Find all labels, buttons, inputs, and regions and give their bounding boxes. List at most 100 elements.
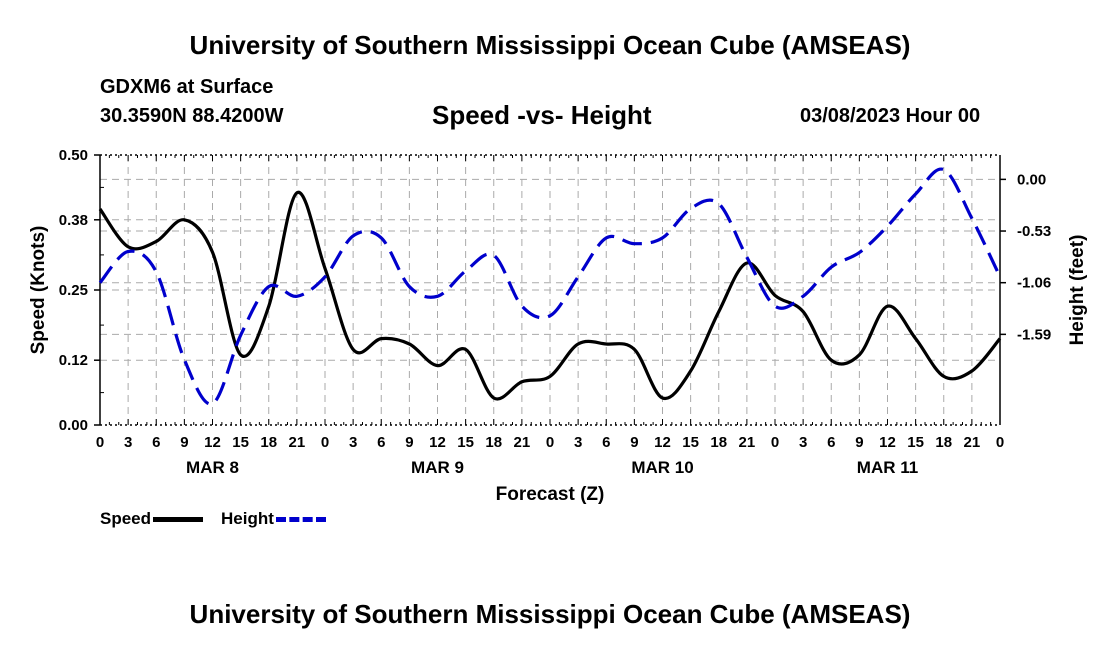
speed-data-point xyxy=(239,353,243,357)
speed-data-point xyxy=(492,396,496,400)
height-data-point xyxy=(914,192,918,196)
x-tick-label: 18 xyxy=(935,434,952,451)
x-tick-label: 0 xyxy=(546,434,554,451)
height-data-point xyxy=(295,294,299,298)
height-data-point xyxy=(323,275,327,279)
speed-data-point xyxy=(98,207,102,211)
speed-data-point xyxy=(829,358,833,362)
height-data-point xyxy=(970,216,974,220)
legend: Speed Height xyxy=(100,509,344,529)
x-tick-label: 18 xyxy=(260,434,277,451)
x-tick-label: 0 xyxy=(771,434,779,451)
y-tick-label-right: -1.59 xyxy=(1017,326,1051,343)
y-tick-label-left: 0.50 xyxy=(59,147,88,164)
x-tick-label: 12 xyxy=(429,434,446,451)
speed-data-point xyxy=(211,250,215,254)
height-data-point xyxy=(267,285,271,289)
x-tick-label: 12 xyxy=(654,434,671,451)
speed-data-point xyxy=(464,347,468,351)
forecast-datetime: 03/08/2023 Hour 00 xyxy=(800,105,981,127)
station-label: GDXM6 at Surface xyxy=(100,76,274,98)
x-tick-label: 12 xyxy=(879,434,896,451)
y-tick-label-right: -1.06 xyxy=(1017,275,1051,292)
y-tick-label-right: 0.00 xyxy=(1017,171,1046,188)
x-tick-label: 15 xyxy=(457,434,474,451)
speed-data-point xyxy=(379,337,383,341)
speed-data-point xyxy=(436,364,440,368)
y-tick-label-left: 0.00 xyxy=(59,417,88,434)
height-data-point xyxy=(464,269,468,273)
height-data-point xyxy=(239,333,243,337)
height-data-point xyxy=(604,236,608,240)
legend-height-label: Height xyxy=(221,509,274,528)
height-data-point xyxy=(548,314,552,318)
x-tick-label: 21 xyxy=(739,434,756,451)
height-data-point xyxy=(632,242,636,246)
x-tick-label: 0 xyxy=(996,434,1004,451)
height-data-point xyxy=(829,265,833,269)
x-day-label: MAR 9 xyxy=(411,458,464,477)
x-tick-label: 15 xyxy=(232,434,249,451)
legend-height-swatch xyxy=(275,516,326,522)
x-axis-title: Forecast (Z) xyxy=(496,484,605,505)
x-tick-label: 15 xyxy=(682,434,699,451)
height-data-point xyxy=(801,294,805,298)
x-tick-label: 3 xyxy=(799,434,807,451)
height-data-point xyxy=(857,251,861,255)
speed-data-point xyxy=(773,293,777,297)
x-day-label: MAR 8 xyxy=(186,458,239,477)
legend-speed-label: Speed xyxy=(100,509,152,528)
speed-data-point xyxy=(351,347,355,351)
x-tick-label: 18 xyxy=(710,434,727,451)
speed-data-point xyxy=(548,374,552,378)
footer-title: University of Southern Mississippi Ocean… xyxy=(189,599,911,629)
y-tick-label-left: 0.38 xyxy=(59,212,88,229)
speed-data-point xyxy=(857,353,861,357)
height-data-point xyxy=(492,253,496,257)
height-data-point xyxy=(182,358,186,362)
speed-data-point xyxy=(295,191,299,195)
height-data-point xyxy=(773,304,777,308)
y-tick-label-left: 0.25 xyxy=(59,282,88,299)
speed-data-point xyxy=(801,310,805,314)
x-tick-label: 3 xyxy=(349,434,357,451)
speed-series-line xyxy=(98,191,1002,401)
chart-subtitle: Speed -vs- Height xyxy=(432,100,652,130)
speed-data-point xyxy=(998,337,1002,341)
speed-data-point xyxy=(182,218,186,222)
height-data-point xyxy=(211,402,215,406)
legend-speed-swatch xyxy=(153,516,204,522)
speed-data-point xyxy=(970,369,974,373)
speed-data-point xyxy=(886,304,890,308)
speed-data-point xyxy=(914,337,918,341)
x-day-label: MAR 10 xyxy=(631,458,693,477)
speed-data-point xyxy=(576,342,580,346)
x-tick-label: 6 xyxy=(827,434,835,451)
height-data-point xyxy=(745,255,749,259)
speed-data-point xyxy=(126,245,130,249)
x-tick-label: 6 xyxy=(377,434,385,451)
x-tick-label: 3 xyxy=(574,434,582,451)
x-tick-label: 18 xyxy=(485,434,502,451)
chart-title: University of Southern Mississippi Ocean… xyxy=(189,30,911,60)
x-tick-label: 0 xyxy=(96,434,104,451)
y-axis-title-right: Height (feet) xyxy=(1067,235,1088,346)
speed-data-point xyxy=(632,347,636,351)
y-tick-label-right: -0.53 xyxy=(1017,223,1051,240)
x-tick-label: 21 xyxy=(289,434,306,451)
x-tick-label: 6 xyxy=(602,434,610,451)
y-tick-label-left: 0.12 xyxy=(59,352,88,369)
height-data-point xyxy=(98,281,102,285)
height-data-point xyxy=(689,207,693,211)
height-data-point xyxy=(351,234,355,238)
height-series-line xyxy=(98,167,1002,406)
coordinates-label: 30.3590N 88.4200W xyxy=(100,105,284,127)
x-tick-label: 0 xyxy=(321,434,329,451)
y-axis-title-left: Speed (Knots) xyxy=(28,226,49,355)
speed-data-point xyxy=(689,369,693,373)
x-tick-label: 9 xyxy=(405,434,413,451)
height-data-point xyxy=(998,275,1002,279)
speed-data-point xyxy=(520,380,524,384)
x-tick-label: 3 xyxy=(124,434,132,451)
